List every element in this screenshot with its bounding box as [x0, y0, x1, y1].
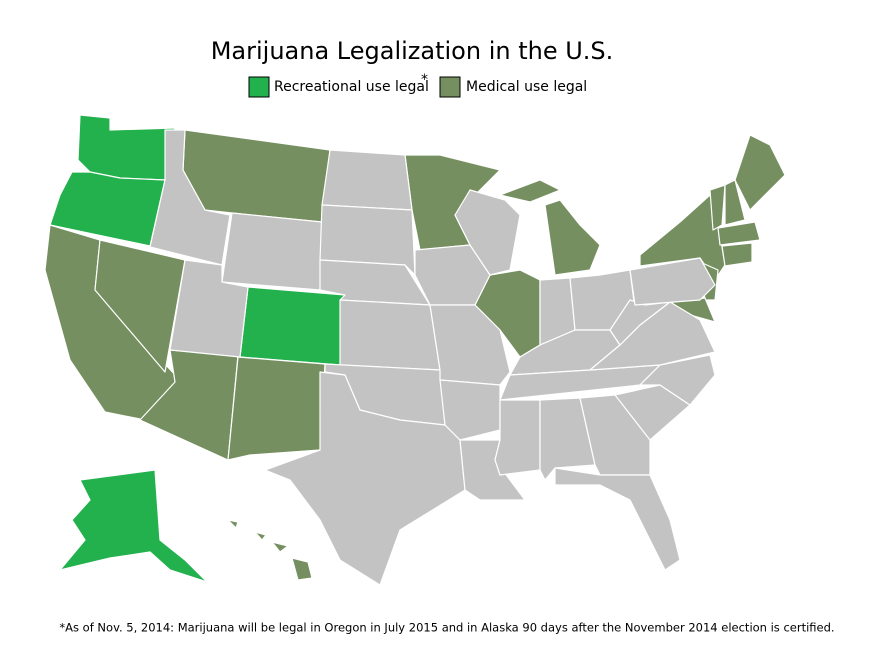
state	[221, 212, 323, 291]
state	[291, 557, 313, 581]
state	[59, 469, 208, 583]
state	[709, 184, 726, 231]
state	[264, 371, 466, 586]
state	[239, 286, 346, 366]
state	[339, 299, 441, 371]
state	[227, 356, 326, 461]
legend-label: Medical use legal	[466, 79, 587, 95]
state	[439, 379, 501, 441]
legend-swatch	[248, 76, 270, 98]
state	[499, 179, 561, 203]
state	[321, 149, 413, 211]
legend-note-mark: *	[421, 72, 428, 88]
state	[254, 531, 267, 541]
legend-swatch	[439, 76, 461, 98]
state	[149, 129, 231, 266]
state	[629, 257, 716, 306]
state	[227, 519, 239, 529]
state	[724, 179, 746, 226]
state	[717, 221, 761, 246]
state	[429, 304, 511, 386]
state	[77, 114, 176, 181]
state	[169, 259, 249, 358]
state	[94, 239, 186, 373]
state	[734, 134, 786, 211]
map-title: Marijuana Legalization in the U.S.	[211, 37, 614, 65]
state	[494, 399, 541, 476]
state	[554, 467, 681, 571]
state	[544, 199, 601, 276]
legend-label: Recreational use legal	[274, 79, 429, 95]
state	[721, 242, 753, 267]
state	[319, 204, 416, 276]
us-map	[44, 114, 786, 586]
footnote: *As of Nov. 5, 2014: Marijuana will be l…	[59, 621, 834, 635]
state	[271, 541, 289, 553]
state	[454, 189, 521, 276]
state	[182, 129, 331, 223]
